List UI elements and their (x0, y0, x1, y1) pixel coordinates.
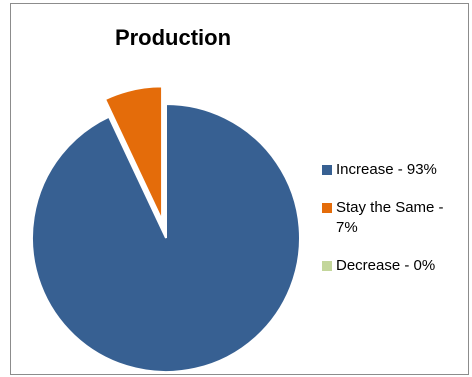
chart-title: Production (114, 25, 232, 50)
legend-swatch-decrease (322, 261, 332, 271)
legend-item-decrease: Decrease - 0% (322, 256, 464, 276)
legend-item-increase: Increase - 93% (322, 160, 464, 180)
legend-swatch-increase (322, 165, 332, 175)
legend-item-stay-the-same: Stay the Same - 7% (322, 198, 464, 238)
pie-slice-increase (31, 102, 301, 373)
legend-swatch-stay-the-same (322, 203, 332, 213)
pie-slice-stay-the-same (103, 85, 164, 221)
legend-label-decrease: Decrease - 0% (336, 257, 436, 274)
legend-label-increase: Increase - 93% (336, 161, 437, 178)
legend-label-stay-the-same: Stay the Same - 7% (336, 199, 444, 236)
